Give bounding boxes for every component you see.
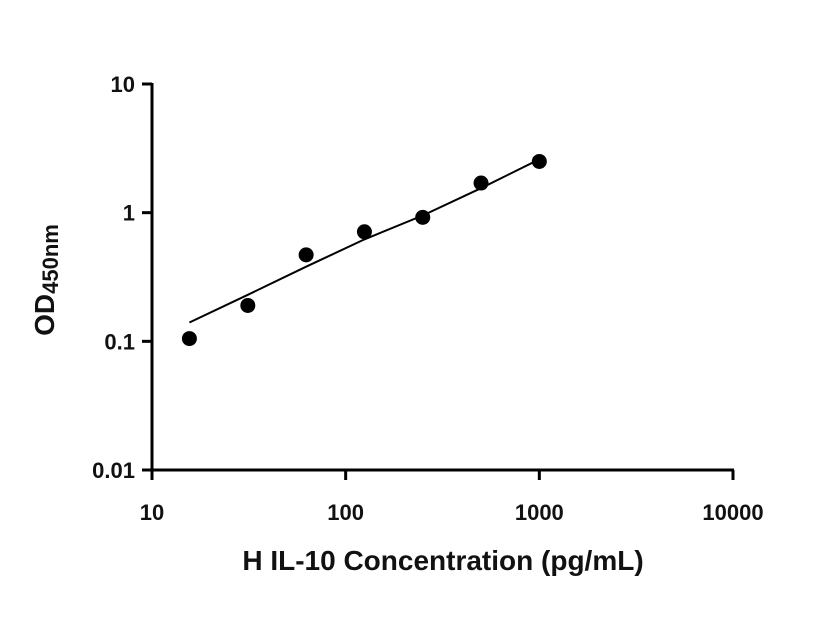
ticks: 10 100 1000 10000 0.01 0.1 1 10 [92, 72, 763, 525]
data-point [473, 175, 489, 191]
data-point [356, 224, 372, 240]
y-tick-label: 0.1 [104, 329, 135, 354]
y-axis-title-sub: 450nm [38, 224, 63, 294]
x-axis-title: H IL-10 Concentration (pg/mL) [242, 545, 643, 576]
data-point [415, 209, 431, 225]
y-axis-title: OD450nm [29, 224, 63, 336]
y-tick-label: 0.01 [92, 458, 135, 483]
x-tick-label: 10000 [702, 500, 763, 525]
axes [150, 83, 734, 472]
data-point [298, 247, 314, 263]
x-tick-label: 10 [140, 500, 164, 525]
data-point [240, 297, 256, 313]
y-tick-label: 10 [111, 72, 135, 97]
data-point [181, 331, 197, 347]
y-axis-title-main: OD [29, 294, 60, 336]
data-points [181, 153, 547, 347]
x-tick-label: 100 [327, 500, 364, 525]
data-point [531, 153, 547, 169]
x-tick-label: 1000 [515, 500, 564, 525]
y-tick-label: 1 [123, 201, 135, 226]
